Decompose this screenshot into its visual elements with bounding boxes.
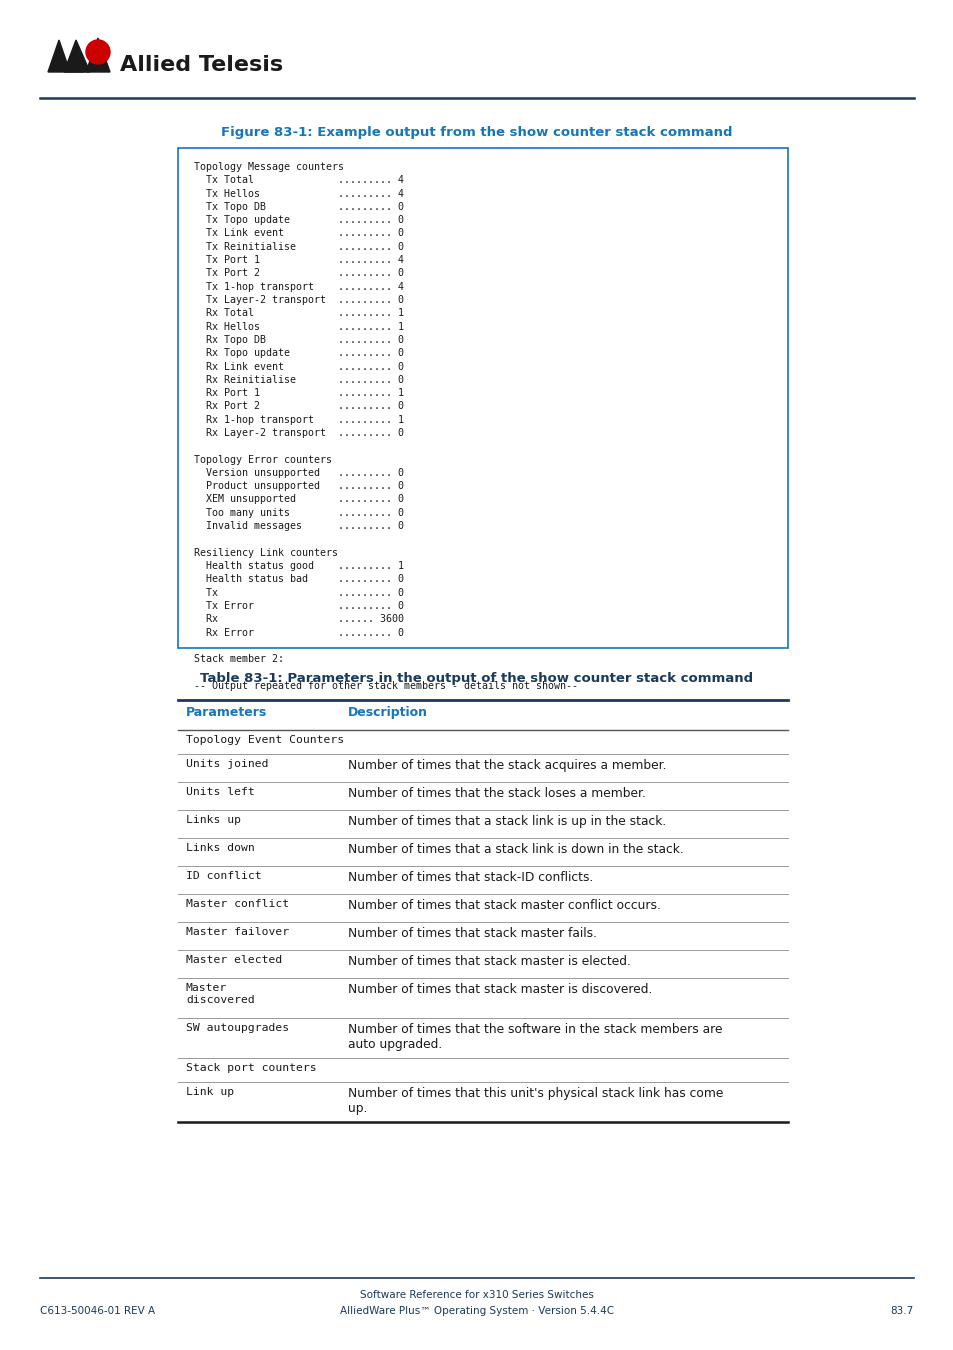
- Text: Tx Port 1             ......... 4: Tx Port 1 ......... 4: [193, 255, 403, 265]
- Text: Tx Topo DB            ......... 0: Tx Topo DB ......... 0: [193, 202, 403, 212]
- Text: ID conflict: ID conflict: [186, 871, 261, 882]
- Text: -- Output repeated for other stack members - details not shown--: -- Output repeated for other stack membe…: [193, 680, 578, 691]
- Text: Tx 1-hop transport    ......... 4: Tx 1-hop transport ......... 4: [193, 282, 403, 292]
- Text: Stack port counters: Stack port counters: [186, 1062, 316, 1073]
- Text: Master
discovered: Master discovered: [186, 983, 254, 1004]
- Text: Number of times that stack master fails.: Number of times that stack master fails.: [348, 927, 597, 940]
- Text: Rx Topo DB            ......... 0: Rx Topo DB ......... 0: [193, 335, 403, 344]
- Text: Tx Port 2             ......... 0: Tx Port 2 ......... 0: [193, 269, 403, 278]
- Text: Number of times that stack master conflict occurs.: Number of times that stack master confli…: [348, 899, 660, 913]
- Text: Software Reference for x310 Series Switches: Software Reference for x310 Series Switc…: [359, 1291, 594, 1300]
- Text: Units joined: Units joined: [186, 759, 268, 769]
- FancyBboxPatch shape: [178, 148, 787, 648]
- Text: AlliedWare Plus™ Operating System · Version 5.4.4C: AlliedWare Plus™ Operating System · Vers…: [339, 1305, 614, 1316]
- Polygon shape: [70, 50, 84, 72]
- Text: Number of times that a stack link is down in the stack.: Number of times that a stack link is dow…: [348, 842, 683, 856]
- Text: Topology Event Counters: Topology Event Counters: [186, 734, 344, 745]
- Text: Stack member 2:: Stack member 2:: [193, 655, 284, 664]
- Text: Health status bad     ......... 0: Health status bad ......... 0: [193, 574, 403, 585]
- Text: Rx Reinitialise       ......... 0: Rx Reinitialise ......... 0: [193, 375, 403, 385]
- Text: Number of times that stack master is elected.: Number of times that stack master is ele…: [348, 954, 630, 968]
- Text: Rx Port 2             ......... 0: Rx Port 2 ......... 0: [193, 401, 403, 412]
- Text: Table 83-1: Parameters in the output of the show counter stack command: Table 83-1: Parameters in the output of …: [200, 672, 753, 684]
- Polygon shape: [86, 38, 110, 72]
- Text: Version unsupported   ......... 0: Version unsupported ......... 0: [193, 468, 403, 478]
- Text: Rx 1-hop transport    ......... 1: Rx 1-hop transport ......... 1: [193, 414, 403, 425]
- Text: Parameters: Parameters: [186, 706, 267, 720]
- Text: Rx Error              ......... 0: Rx Error ......... 0: [193, 628, 403, 637]
- Text: Master elected: Master elected: [186, 954, 282, 965]
- Text: Number of times that the stack acquires a member.: Number of times that the stack acquires …: [348, 759, 666, 772]
- Text: Tx                    ......... 0: Tx ......... 0: [193, 587, 403, 598]
- Circle shape: [86, 40, 110, 63]
- Text: Topology Message counters: Topology Message counters: [193, 162, 344, 171]
- Text: Master conflict: Master conflict: [186, 899, 289, 909]
- Text: Tx Layer-2 transport  ......... 0: Tx Layer-2 transport ......... 0: [193, 296, 403, 305]
- Text: Links up: Links up: [186, 815, 241, 825]
- Text: Product unsupported   ......... 0: Product unsupported ......... 0: [193, 481, 403, 491]
- Text: Tx Reinitialise       ......... 0: Tx Reinitialise ......... 0: [193, 242, 403, 252]
- Text: Topology Error counters: Topology Error counters: [193, 455, 332, 464]
- Text: Link up: Link up: [186, 1087, 233, 1098]
- Text: Description: Description: [348, 706, 428, 720]
- Text: Tx Total              ......... 4: Tx Total ......... 4: [193, 176, 403, 185]
- Text: Links down: Links down: [186, 842, 254, 853]
- Text: Figure 83-1: Example output from the show counter stack command: Figure 83-1: Example output from the sho…: [221, 126, 732, 139]
- Text: Invalid messages      ......... 0: Invalid messages ......... 0: [193, 521, 403, 531]
- Text: 83.7: 83.7: [890, 1305, 913, 1316]
- Polygon shape: [64, 40, 90, 72]
- Text: Number of times that this unit's physical stack link has come
up.: Number of times that this unit's physica…: [348, 1087, 722, 1115]
- Text: C613-50046-01 REV A: C613-50046-01 REV A: [40, 1305, 155, 1316]
- Text: Master failover: Master failover: [186, 927, 289, 937]
- Text: Rx Hellos             ......... 1: Rx Hellos ......... 1: [193, 321, 403, 332]
- Text: Rx Topo update        ......... 0: Rx Topo update ......... 0: [193, 348, 403, 358]
- Text: Rx                    ...... 3600: Rx ...... 3600: [193, 614, 403, 624]
- Text: Tx Topo update        ......... 0: Tx Topo update ......... 0: [193, 215, 403, 225]
- Text: Too many units        ......... 0: Too many units ......... 0: [193, 508, 403, 518]
- Text: Tx Link event         ......... 0: Tx Link event ......... 0: [193, 228, 403, 239]
- Text: Rx Layer-2 transport  ......... 0: Rx Layer-2 transport ......... 0: [193, 428, 403, 437]
- Text: Resiliency Link counters: Resiliency Link counters: [193, 548, 337, 558]
- Text: Tx Error              ......... 0: Tx Error ......... 0: [193, 601, 403, 612]
- Text: Rx Link event         ......... 0: Rx Link event ......... 0: [193, 362, 403, 371]
- Text: Units left: Units left: [186, 787, 254, 796]
- Text: Number of times that a stack link is up in the stack.: Number of times that a stack link is up …: [348, 815, 665, 828]
- Text: Tx Hellos             ......... 4: Tx Hellos ......... 4: [193, 189, 403, 198]
- Text: Number of times that stack master is discovered.: Number of times that stack master is dis…: [348, 983, 652, 996]
- Text: Rx Total              ......... 1: Rx Total ......... 1: [193, 308, 403, 319]
- Text: Number of times that stack-ID conflicts.: Number of times that stack-ID conflicts.: [348, 871, 593, 884]
- Text: Rx Port 1             ......... 1: Rx Port 1 ......... 1: [193, 387, 403, 398]
- Text: Health status good    ......... 1: Health status good ......... 1: [193, 562, 403, 571]
- Text: SW autoupgrades: SW autoupgrades: [186, 1023, 289, 1033]
- Text: Allied Telesis: Allied Telesis: [120, 55, 283, 76]
- Text: Number of times that the stack loses a member.: Number of times that the stack loses a m…: [348, 787, 645, 801]
- Text: XEM unsupported       ......... 0: XEM unsupported ......... 0: [193, 494, 403, 505]
- Text: Number of times that the software in the stack members are
auto upgraded.: Number of times that the software in the…: [348, 1023, 721, 1052]
- Polygon shape: [48, 40, 70, 72]
